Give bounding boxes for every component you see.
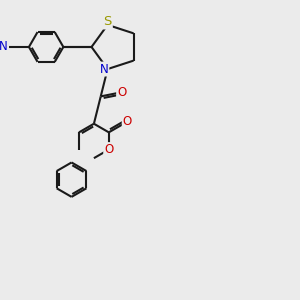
Text: S: S: [103, 15, 112, 28]
Text: O: O: [104, 143, 113, 156]
Text: O: O: [117, 86, 126, 99]
Text: O: O: [123, 115, 132, 128]
Text: N: N: [0, 40, 8, 53]
Text: N: N: [100, 63, 108, 76]
